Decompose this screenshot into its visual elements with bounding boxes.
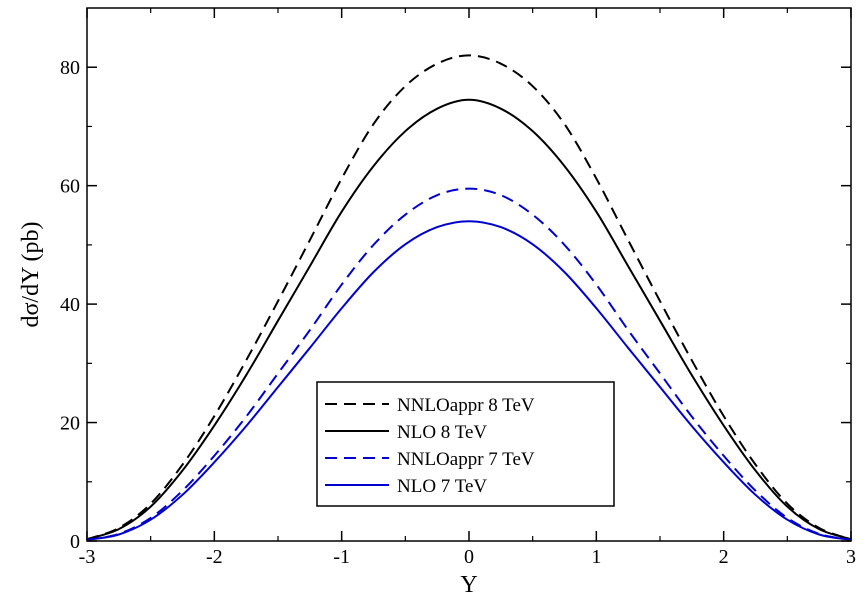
y-tick-label: 80 — [60, 57, 80, 79]
legend-label-2: NLO 8 TeV — [397, 422, 487, 443]
x-tick-label: 0 — [464, 546, 474, 568]
plot-frame — [86, 7, 852, 542]
y-tick-label: 0 — [70, 531, 80, 553]
x-tick-label: 1 — [591, 546, 601, 568]
ticks-layer: -3 -2 -1 0 1 2 3 0 20 40 60 80 — [60, 8, 856, 568]
series-line-1 — [86, 54, 852, 541]
legend-label-3: NNLOappr 7 TeV — [397, 449, 535, 470]
x-tick-label: 3 — [846, 546, 856, 568]
legend: NNLOappr 8 TeV NLO 8 TeV NNLOappr 7 TeV NLO… — [316, 381, 615, 507]
x-tick-label: -3 — [79, 546, 96, 568]
x-tick-label: -1 — [333, 546, 350, 568]
series-layer — [86, 54, 852, 541]
y-tick-label: 20 — [60, 413, 80, 435]
y-tick-label: 60 — [60, 176, 80, 198]
y-axis-title: dσ/dY (pb) — [18, 221, 44, 327]
x-tick-label: 2 — [719, 546, 729, 568]
y-tick-label: 40 — [60, 294, 80, 316]
x-axis-title: Y — [460, 572, 477, 598]
series-line-3 — [86, 187, 852, 541]
series-line-2 — [86, 98, 852, 541]
legend-label-1: NNLOappr 8 TeV — [397, 395, 535, 416]
series-line-4 — [86, 220, 852, 541]
x-tick-label: -2 — [206, 546, 223, 568]
legend-label-4: NLO 7 TeV — [397, 476, 487, 497]
